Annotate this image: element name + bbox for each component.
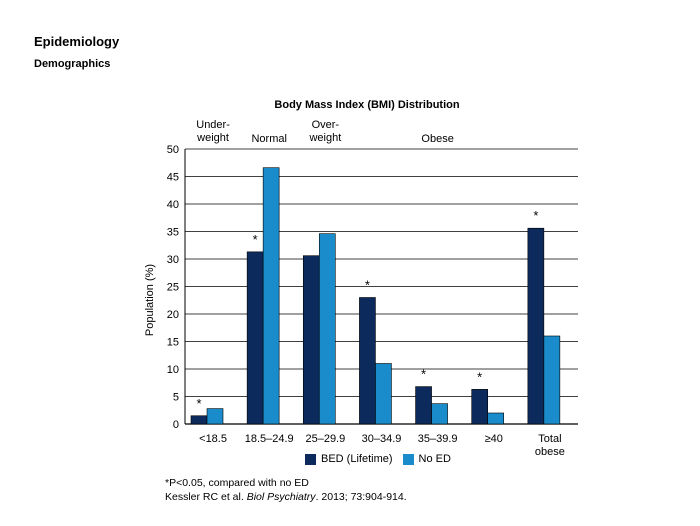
significance-marker-3: * bbox=[365, 278, 370, 293]
bar-no-ed-5 bbox=[487, 412, 505, 425]
significance-marker-0: * bbox=[196, 396, 201, 411]
y-tick-label-0: 0 bbox=[173, 419, 179, 431]
bar-bed-5 bbox=[471, 389, 489, 425]
x-tick-label-3: 30–34.9 bbox=[362, 433, 402, 445]
y-tick-label-50: 50 bbox=[167, 144, 179, 156]
bar-bed-6 bbox=[527, 227, 545, 425]
citation-details: . 2013; 73:904-914. bbox=[315, 491, 407, 503]
y-tick-label-10: 10 bbox=[167, 364, 179, 376]
legend-swatch-no-ed bbox=[402, 453, 414, 465]
bar-no-ed-2 bbox=[318, 233, 336, 425]
page-subheading: Demographics bbox=[34, 58, 111, 70]
y-tick-label-20: 20 bbox=[167, 309, 179, 321]
group-label-0-0: Under- bbox=[196, 119, 230, 131]
significance-marker-4: * bbox=[421, 367, 426, 382]
bar-bed-3 bbox=[359, 297, 376, 425]
x-tick-label-0: <18.5 bbox=[199, 433, 227, 445]
x-tick-label-2: 25–29.9 bbox=[305, 433, 345, 445]
y-tick-label-40: 40 bbox=[167, 199, 179, 211]
legend-item-bed: BED (Lifetime) bbox=[305, 453, 393, 465]
y-tick-label-5: 5 bbox=[173, 392, 179, 404]
legend-label-no-ed: No ED bbox=[418, 453, 451, 465]
legend-swatch-bed bbox=[305, 453, 316, 465]
bar-bed-1 bbox=[246, 251, 264, 425]
legend-label-bed: BED (Lifetime) bbox=[321, 453, 393, 465]
chart-title: Body Mass Index (BMI) Distribution bbox=[274, 99, 459, 111]
y-tick-label-15: 15 bbox=[167, 337, 179, 349]
x-tick-label-6-1: obese bbox=[535, 446, 565, 458]
footnote-citation: Kessler RC et al. Biol Psychiatry. 2013;… bbox=[165, 491, 407, 503]
bar-no-ed-3 bbox=[375, 363, 392, 425]
significance-marker-5: * bbox=[477, 369, 482, 384]
group-label-3: Obese bbox=[421, 133, 453, 145]
x-tick-label-1: 18.5–24.9 bbox=[245, 433, 294, 445]
group-label-1: Normal bbox=[251, 133, 286, 145]
y-tick-label-45: 45 bbox=[167, 172, 179, 184]
footnote-significance: *P<0.05, compared with no ED bbox=[165, 477, 309, 489]
bar-no-ed-6 bbox=[543, 335, 561, 425]
y-tick-label-30: 30 bbox=[167, 254, 179, 266]
y-axis-label: Population (%) bbox=[144, 264, 156, 336]
bar-bed-4 bbox=[415, 386, 432, 425]
page-heading: Epidemiology bbox=[34, 34, 120, 49]
group-label-2-0: Over- bbox=[312, 119, 340, 131]
bar-bed-0 bbox=[190, 415, 208, 425]
significance-marker-6: * bbox=[533, 208, 538, 223]
chart-legend: BED (Lifetime) No ED bbox=[305, 453, 461, 465]
x-tick-label-4: 35–39.9 bbox=[418, 433, 458, 445]
bar-bed-2 bbox=[302, 255, 320, 425]
citation-authors: Kessler RC et al. bbox=[165, 491, 247, 503]
legend-item-no-ed: No ED bbox=[402, 453, 451, 465]
bar-no-ed-0 bbox=[206, 408, 224, 425]
significance-marker-1: * bbox=[253, 232, 258, 247]
y-tick-label-35: 35 bbox=[167, 227, 179, 239]
y-tick-label-25: 25 bbox=[167, 282, 179, 294]
group-label-0-1: weight bbox=[196, 132, 229, 144]
bar-no-ed-1 bbox=[262, 167, 280, 425]
x-tick-label-5: ≥40 bbox=[485, 433, 503, 445]
bar-no-ed-4 bbox=[431, 403, 448, 425]
x-tick-label-6-0: Total bbox=[538, 433, 561, 445]
citation-journal: Biol Psychiatry bbox=[246, 491, 316, 503]
group-label-2-1: weight bbox=[308, 132, 341, 144]
